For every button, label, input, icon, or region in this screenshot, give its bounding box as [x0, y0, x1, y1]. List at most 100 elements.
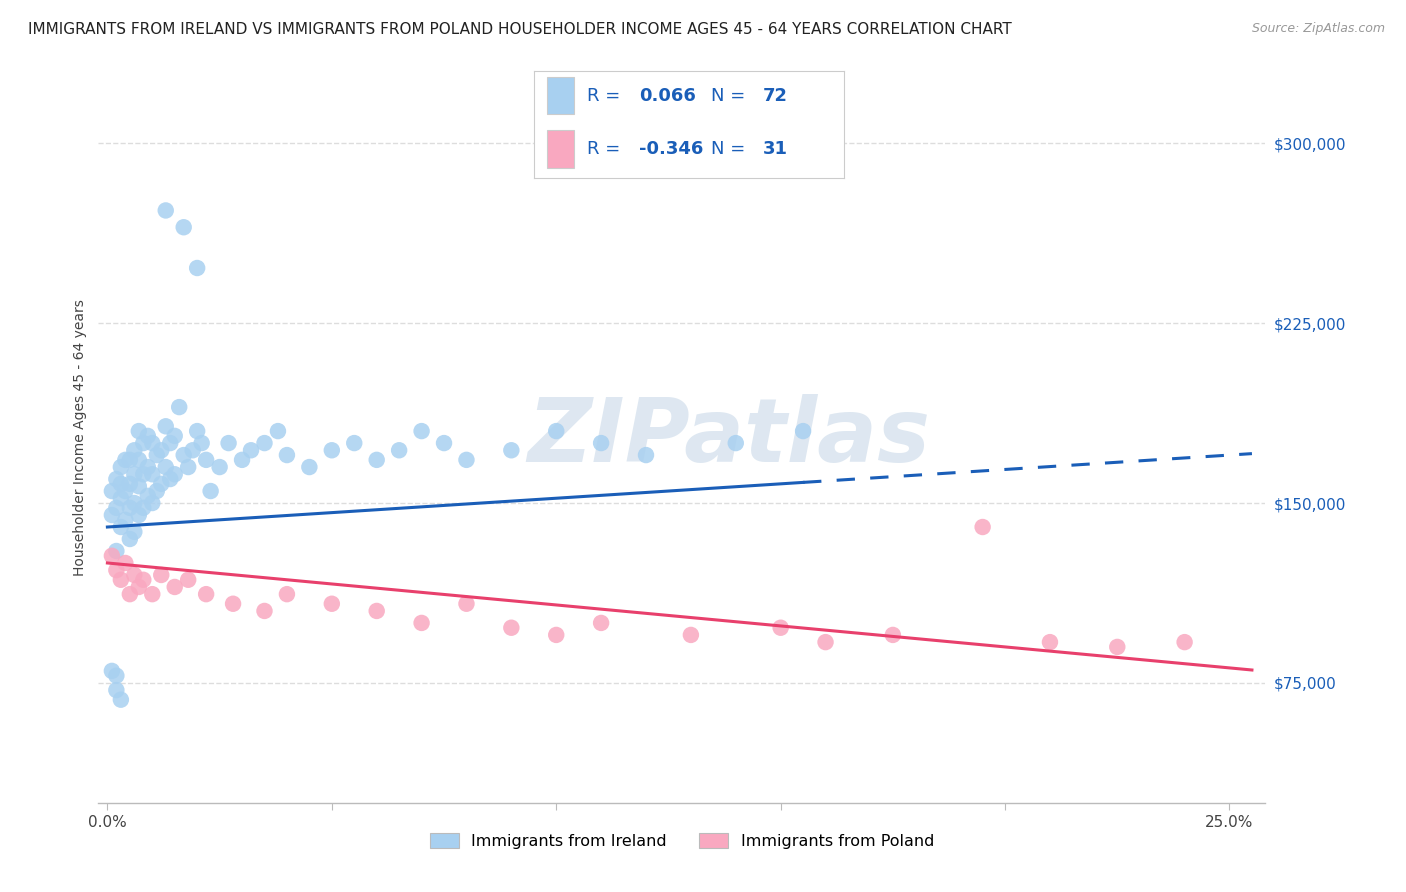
Point	[240, 443, 263, 458]
Point	[114, 453, 136, 467]
Point	[128, 508, 150, 522]
Point	[276, 587, 298, 601]
Point	[195, 587, 218, 601]
Point	[343, 436, 366, 450]
Point	[105, 563, 128, 577]
Point	[253, 436, 276, 450]
Point	[724, 436, 747, 450]
Text: Source: ZipAtlas.com: Source: ZipAtlas.com	[1251, 22, 1385, 36]
FancyBboxPatch shape	[547, 130, 575, 168]
Point	[882, 628, 904, 642]
Point	[110, 692, 132, 706]
Point	[110, 573, 132, 587]
Point	[114, 556, 136, 570]
Point	[141, 587, 163, 601]
Point	[253, 604, 276, 618]
Point	[155, 419, 177, 434]
Legend: Immigrants from Ireland, Immigrants from Poland: Immigrants from Ireland, Immigrants from…	[422, 825, 942, 857]
Point	[501, 621, 523, 635]
Point	[101, 508, 124, 522]
Point	[195, 453, 218, 467]
Point	[141, 467, 163, 482]
Point	[118, 453, 141, 467]
Point	[150, 568, 173, 582]
Point	[114, 513, 136, 527]
Point	[136, 460, 159, 475]
Point	[159, 472, 181, 486]
Point	[110, 520, 132, 534]
Point	[546, 628, 568, 642]
Point	[118, 587, 141, 601]
Text: IMMIGRANTS FROM IRELAND VS IMMIGRANTS FROM POLAND HOUSEHOLDER INCOME AGES 45 - 6: IMMIGRANTS FROM IRELAND VS IMMIGRANTS FR…	[28, 22, 1012, 37]
Point	[105, 683, 128, 698]
Point	[150, 443, 173, 458]
Point	[110, 491, 132, 506]
Point	[141, 436, 163, 450]
Point	[128, 479, 150, 493]
Point	[298, 460, 321, 475]
Point	[769, 621, 792, 635]
Point	[163, 580, 186, 594]
Point	[186, 260, 208, 275]
Point	[163, 467, 186, 482]
Point	[792, 424, 814, 438]
Point	[101, 664, 124, 678]
Point	[208, 460, 231, 475]
Point	[1039, 635, 1062, 649]
Point	[501, 443, 523, 458]
Point	[146, 483, 169, 498]
Point	[136, 489, 159, 503]
Point	[546, 424, 568, 438]
Text: R =: R =	[586, 87, 626, 105]
Point	[200, 483, 222, 498]
Point	[128, 453, 150, 467]
Point	[366, 604, 388, 618]
Point	[321, 443, 343, 458]
Point	[124, 467, 146, 482]
Point	[167, 400, 190, 414]
Point	[132, 436, 155, 450]
Point	[411, 615, 433, 630]
Point	[456, 597, 478, 611]
Point	[456, 453, 478, 467]
Point	[218, 436, 240, 450]
Point	[173, 220, 195, 235]
Point	[118, 500, 141, 515]
Point	[110, 460, 132, 475]
Text: -0.346: -0.346	[640, 141, 704, 159]
Text: 72: 72	[763, 87, 789, 105]
Point	[132, 573, 155, 587]
Text: 0.066: 0.066	[640, 87, 696, 105]
Point	[321, 597, 343, 611]
Point	[105, 669, 128, 683]
Point	[190, 436, 212, 450]
Text: N =: N =	[710, 87, 751, 105]
Point	[146, 448, 169, 462]
Point	[1107, 640, 1129, 654]
Point	[634, 448, 657, 462]
Point	[163, 429, 186, 443]
Point	[972, 520, 994, 534]
Point	[679, 628, 702, 642]
Point	[177, 573, 200, 587]
Text: 31: 31	[763, 141, 789, 159]
Point	[159, 436, 181, 450]
Text: N =: N =	[710, 141, 751, 159]
Point	[124, 568, 146, 582]
Point	[132, 467, 155, 482]
Point	[186, 424, 208, 438]
Point	[150, 476, 173, 491]
Point	[124, 443, 146, 458]
Point	[1174, 635, 1197, 649]
Point	[155, 460, 177, 475]
Point	[124, 496, 146, 510]
Point	[177, 460, 200, 475]
Point	[136, 429, 159, 443]
Point	[222, 597, 245, 611]
Point	[132, 500, 155, 515]
Point	[591, 436, 613, 450]
Text: R =: R =	[586, 141, 626, 159]
Point	[105, 544, 128, 558]
Point	[388, 443, 411, 458]
Point	[433, 436, 456, 450]
